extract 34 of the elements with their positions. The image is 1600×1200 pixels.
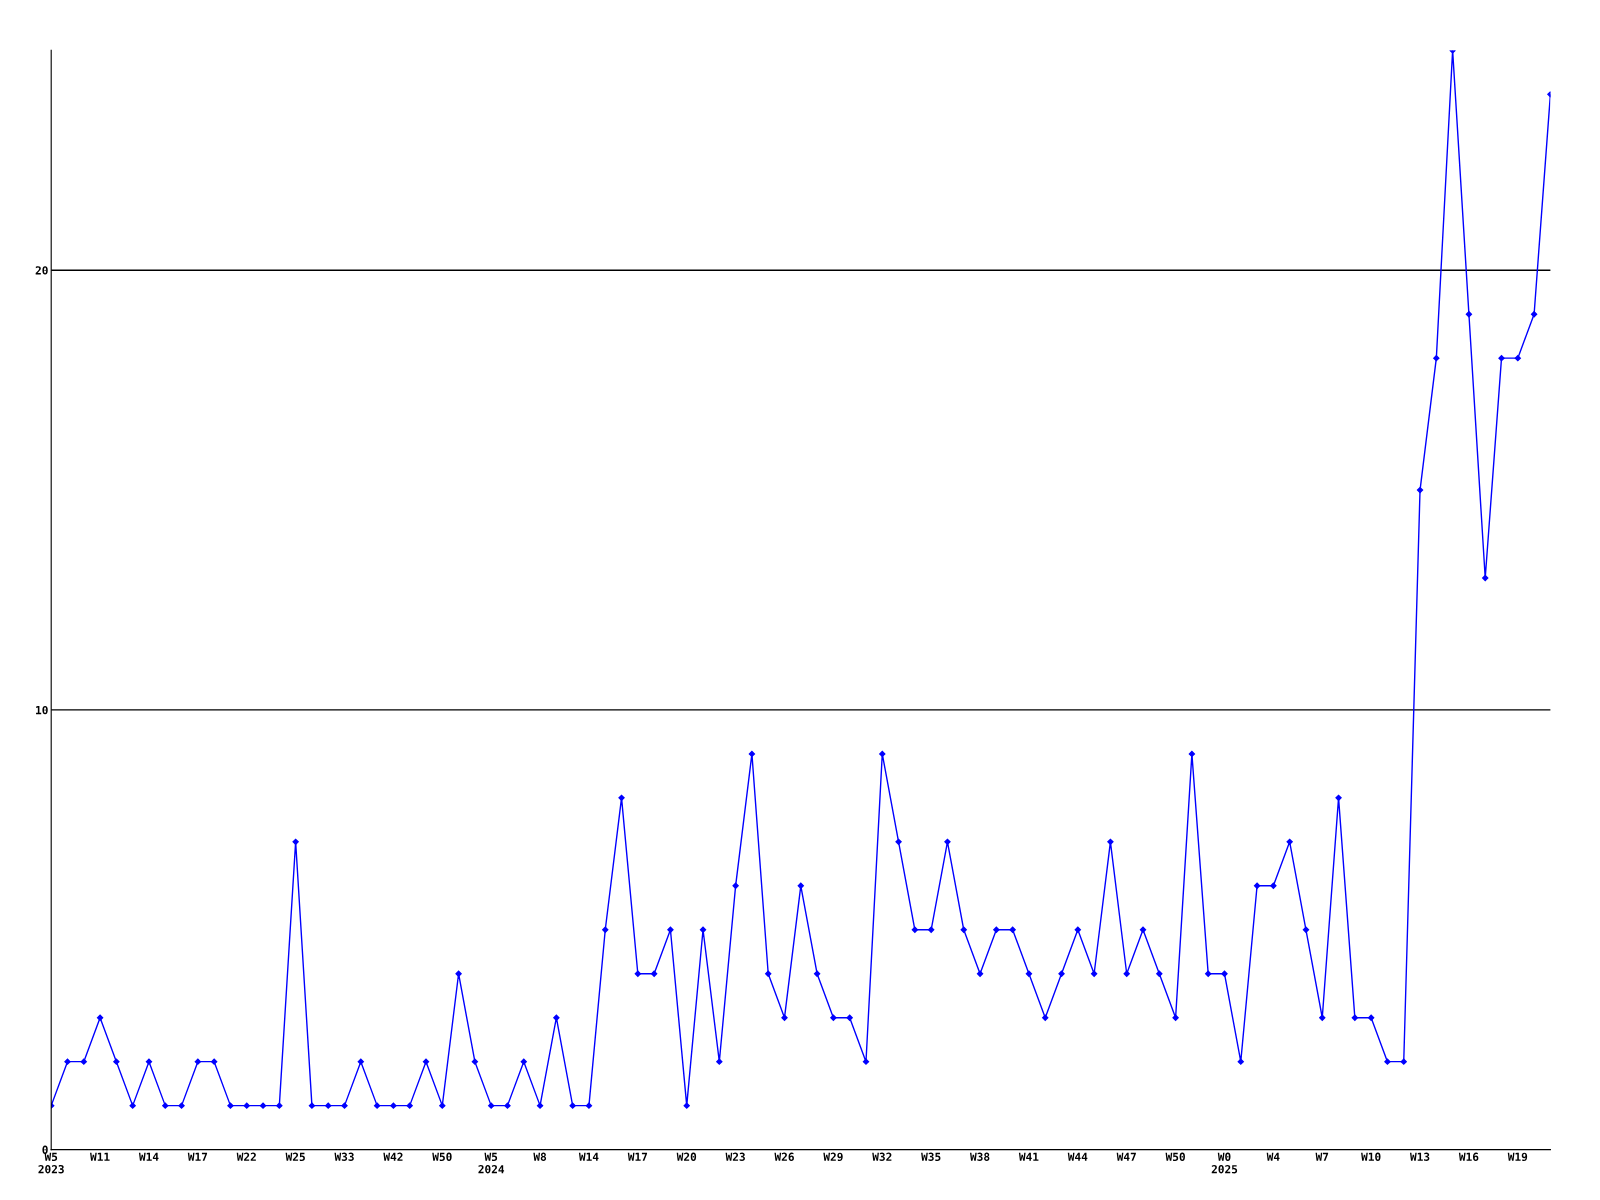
x-tick-label: W13: [1410, 1152, 1430, 1161]
x-tick-label: W14: [138, 1152, 159, 1161]
x-tick-label: W44: [1067, 1152, 1088, 1161]
x-tick-label: W38: [970, 1152, 990, 1161]
x-tick-label: W10: [1361, 1152, 1381, 1161]
x-tick-label: W14: [578, 1152, 599, 1161]
x-tick-label: W33: [334, 1152, 354, 1161]
x-tick-label: W41: [1018, 1152, 1039, 1161]
x-tick-label: W26: [774, 1152, 794, 1161]
x-tick-label: W22: [236, 1152, 256, 1161]
x-tick-label: W32: [872, 1152, 892, 1161]
x-tick-label: W17: [187, 1152, 208, 1161]
x-tick-label: W35: [921, 1152, 941, 1161]
x-tick-label: W25: [285, 1152, 305, 1161]
x-tick-label: W11: [90, 1152, 110, 1161]
x-tick-label: W8: [533, 1152, 547, 1161]
x-tick-label: W5 2024: [478, 1152, 505, 1174]
x-tick-label: W5 2023: [38, 1152, 64, 1174]
x-tick-label: W47: [1116, 1152, 1136, 1161]
x-tick-label: W17: [627, 1152, 648, 1161]
x-tick-label: W42: [383, 1152, 403, 1161]
x-tick-label: W0 2025: [1211, 1152, 1238, 1174]
x-tick-label: W7: [1315, 1152, 1329, 1161]
x-tick-label: W4: [1266, 1152, 1280, 1161]
x-tick-label: W19: [1507, 1152, 1528, 1162]
x-tick-label: W50: [432, 1152, 452, 1161]
x-tick-label: W23: [725, 1152, 745, 1161]
x-tick-label: W29: [823, 1152, 843, 1162]
y-tick-label: 10: [36, 705, 48, 715]
y-tick-label: 0: [42, 1145, 48, 1154]
x-tick-label: W20: [676, 1152, 697, 1161]
x-tick-label: W16: [1458, 1152, 1479, 1161]
x-tick-label: W50: [1165, 1152, 1185, 1161]
y-tick-label: 20: [35, 266, 48, 275]
